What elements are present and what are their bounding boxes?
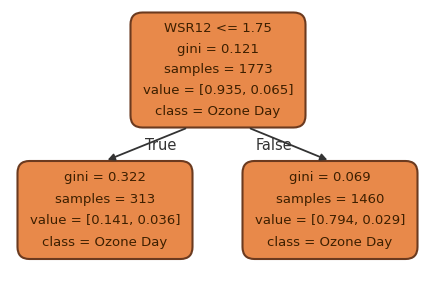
Text: gini = 0.322: gini = 0.322 [64, 171, 146, 184]
FancyBboxPatch shape [131, 12, 305, 128]
Text: value = [0.141, 0.036]: value = [0.141, 0.036] [30, 214, 180, 227]
FancyBboxPatch shape [17, 161, 193, 259]
Text: gini = 0.121: gini = 0.121 [177, 43, 259, 56]
Text: samples = 1773: samples = 1773 [163, 64, 272, 76]
Text: class = Ozone Day: class = Ozone Day [156, 105, 281, 118]
FancyBboxPatch shape [243, 161, 417, 259]
Text: value = [0.935, 0.065]: value = [0.935, 0.065] [143, 84, 293, 98]
Text: value = [0.794, 0.029]: value = [0.794, 0.029] [255, 214, 405, 227]
Text: samples = 313: samples = 313 [55, 192, 155, 206]
Text: class = Ozone Day: class = Ozone Day [42, 236, 168, 249]
Text: class = Ozone Day: class = Ozone Day [267, 236, 392, 249]
Text: True: True [145, 137, 176, 153]
Text: samples = 1460: samples = 1460 [276, 192, 384, 206]
Text: WSR12 <= 1.75: WSR12 <= 1.75 [164, 22, 272, 35]
Text: gini = 0.069: gini = 0.069 [289, 171, 371, 184]
Text: False: False [256, 137, 293, 153]
